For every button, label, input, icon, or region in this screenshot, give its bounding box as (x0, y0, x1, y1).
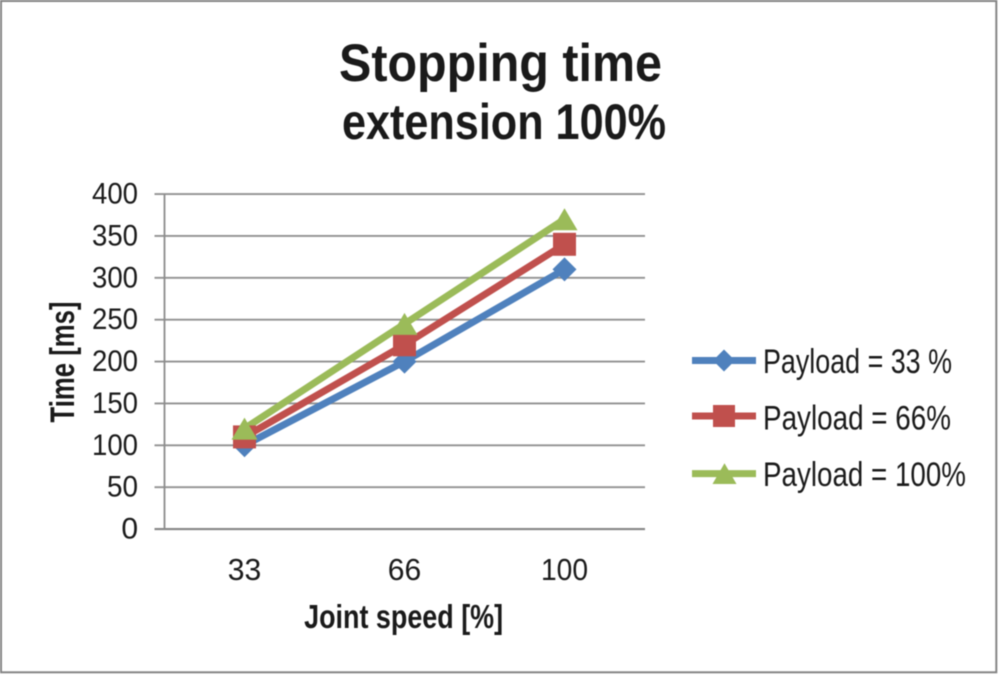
svg-text:Time [ms]: Time [ms] (44, 302, 82, 423)
svg-text:100: 100 (541, 552, 588, 587)
svg-text:150: 150 (92, 387, 138, 420)
svg-text:Joint speed [%]: Joint speed [%] (304, 598, 503, 635)
svg-text:250: 250 (92, 303, 138, 336)
svg-text:100: 100 (92, 429, 138, 462)
svg-text:extension 100%: extension 100% (342, 94, 666, 150)
svg-text:350: 350 (92, 219, 138, 252)
svg-text:66: 66 (388, 552, 422, 587)
svg-text:50: 50 (107, 471, 138, 504)
svg-text:300: 300 (92, 261, 138, 294)
svg-text:Payload = 66%: Payload = 66% (763, 400, 951, 438)
svg-text:200: 200 (92, 345, 138, 378)
svg-text:33: 33 (228, 552, 262, 587)
svg-text:Stopping time: Stopping time (339, 34, 662, 93)
svg-text:Payload = 33 %: Payload = 33 % (763, 343, 952, 381)
svg-text:0: 0 (121, 513, 138, 546)
svg-text:400: 400 (92, 178, 138, 211)
svg-text:Payload = 100%: Payload = 100% (763, 456, 966, 494)
